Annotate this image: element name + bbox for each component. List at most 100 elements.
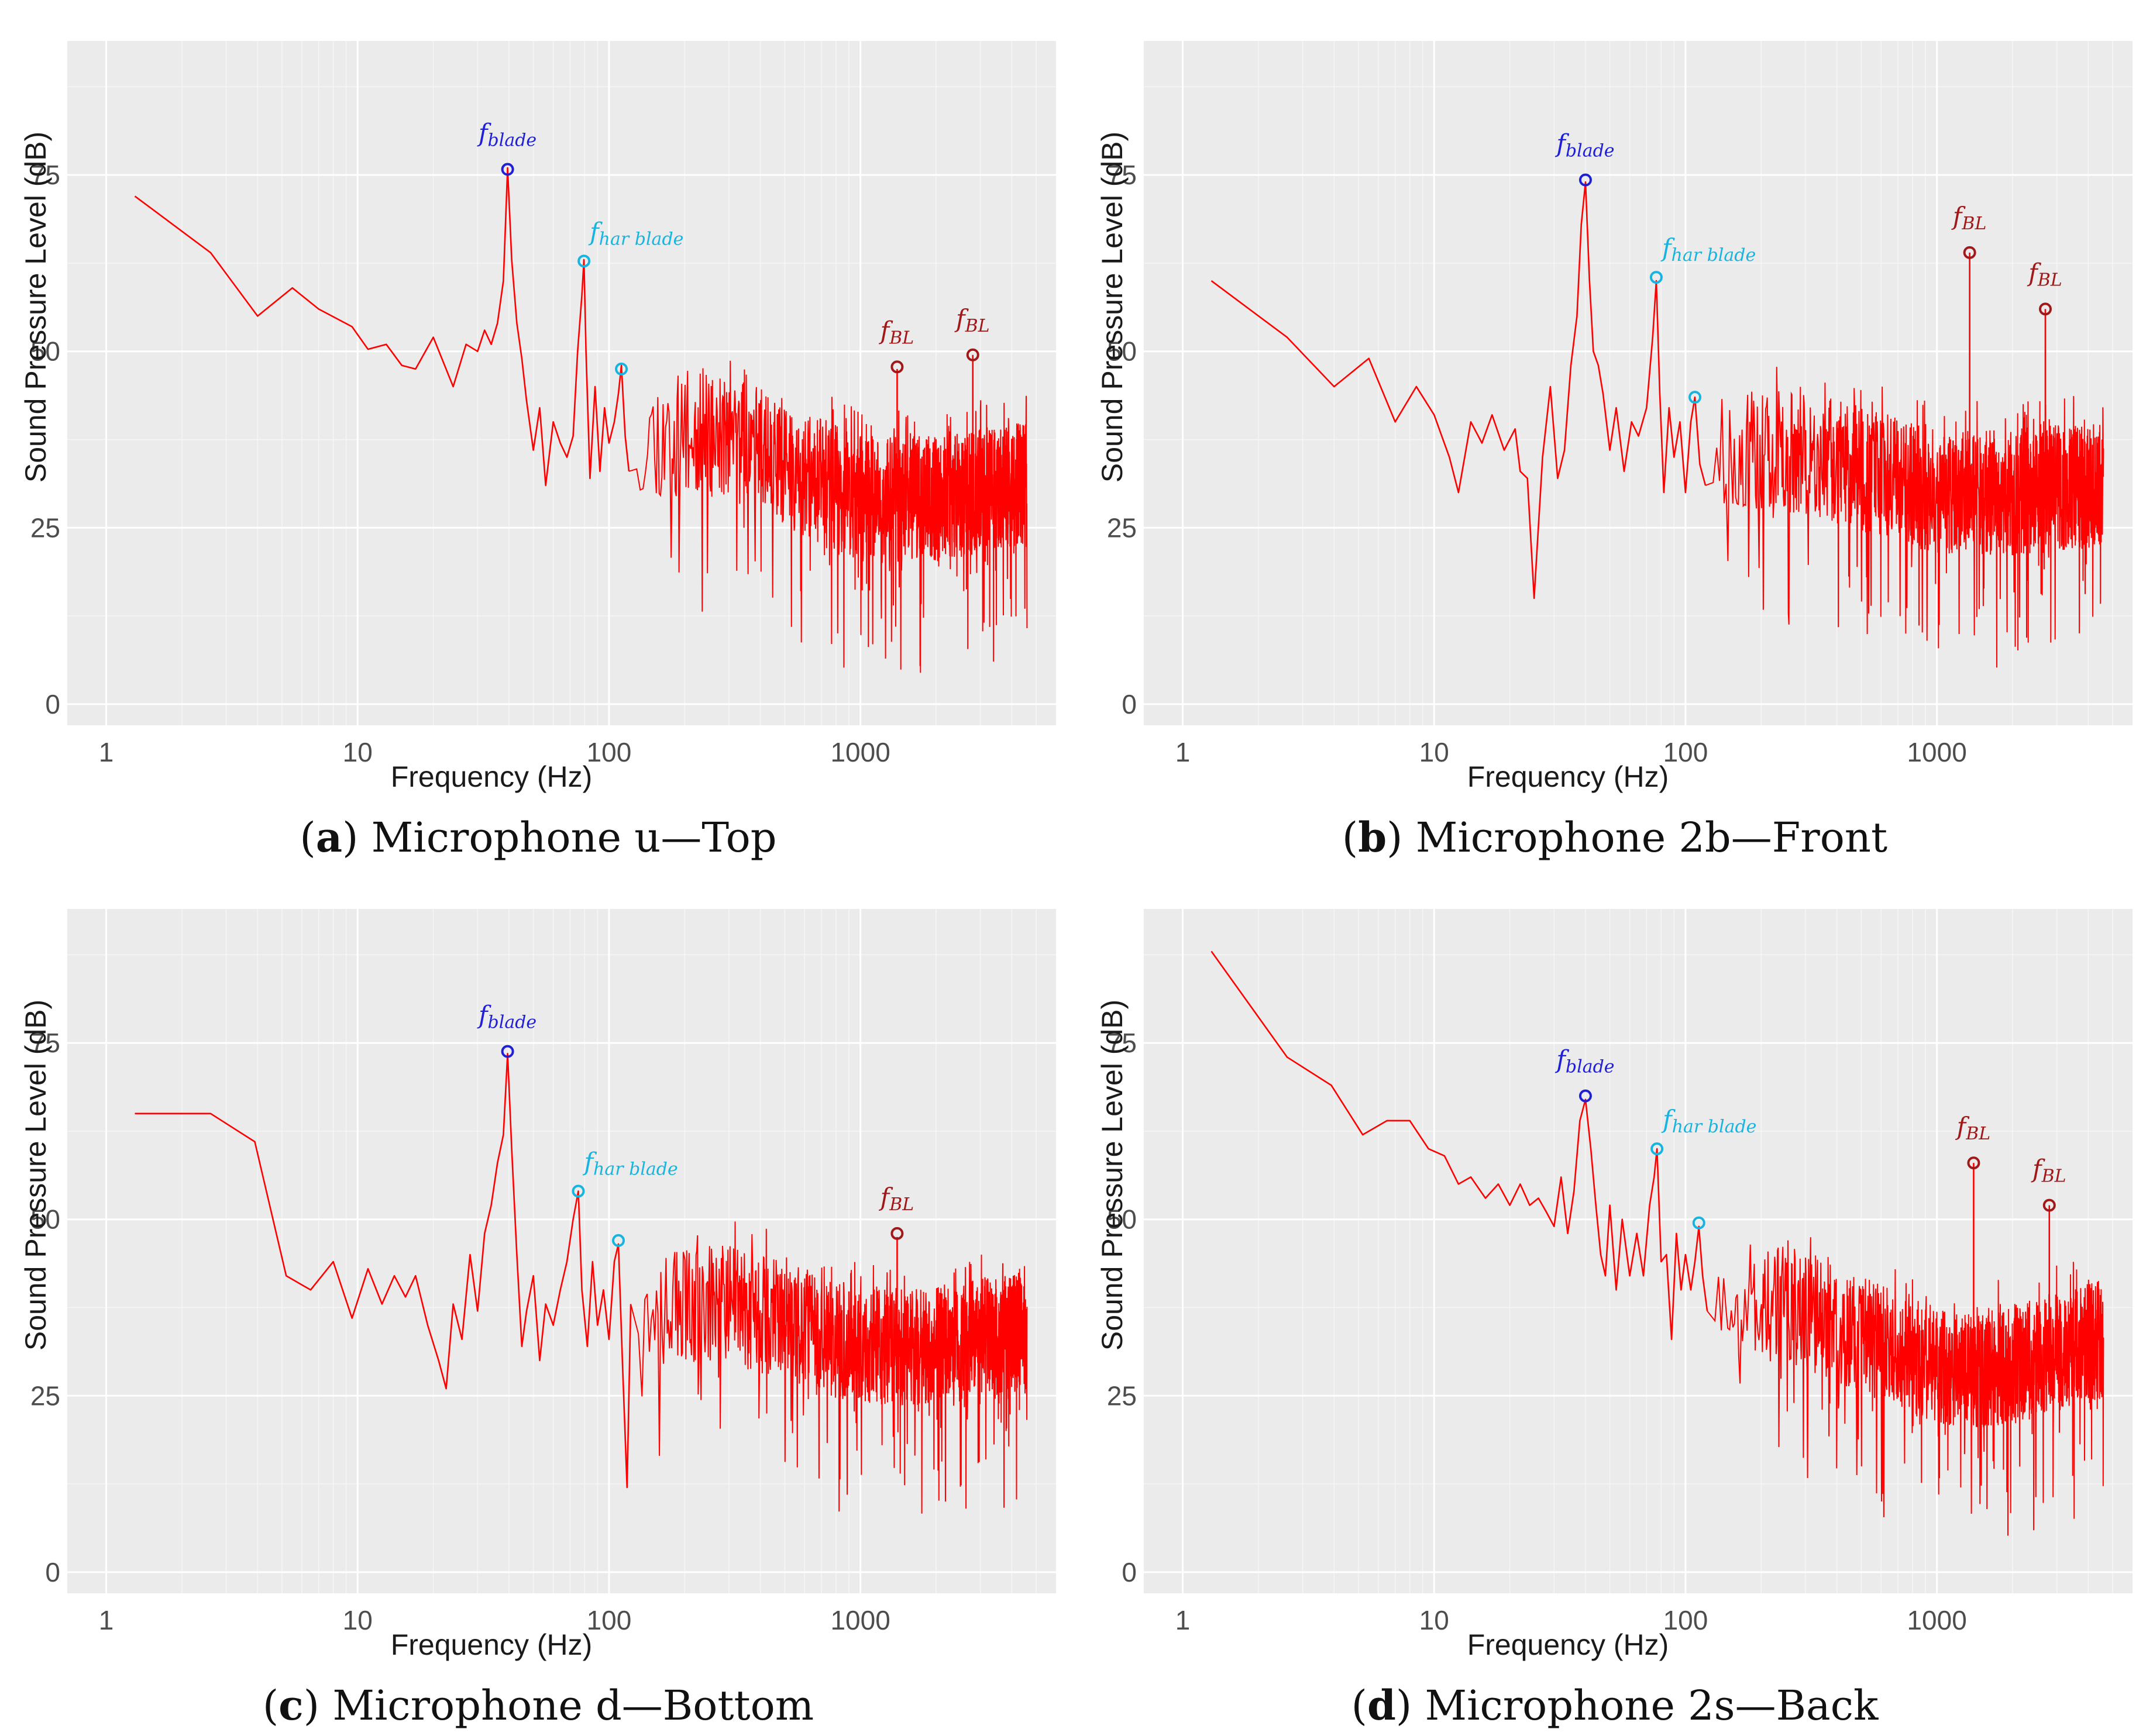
blade-peak-marker (1578, 173, 1592, 187)
harmonic-peak-marker (577, 254, 591, 268)
blade-peak-marker (501, 163, 514, 176)
caption-a: (a) Microphone u—Top (300, 813, 777, 862)
x-tick-label: 100 (587, 1605, 632, 1635)
bl-annotation: fBL (879, 1183, 914, 1215)
chart-panel-b: 1 10 100 1000 0 25 50 75 Frequency (Hz) Sound Pre… (1076, 0, 2153, 868)
blade-annotation: fblade (477, 1001, 536, 1033)
spectrum-line-low (135, 1052, 632, 1489)
x-tick-label: 1 (1175, 1605, 1191, 1635)
y-tick-label: 50 (30, 336, 60, 367)
blade-annotation: fblade (1554, 129, 1614, 161)
bl-peak-marker (1963, 246, 1976, 259)
caption-d: (d) Microphone 2s—Back (1351, 1681, 1879, 1730)
plot-background (1144, 909, 2133, 1593)
x-tick-label: 1 (1175, 737, 1191, 767)
chart-panel-c: 1 10 100 1000 0 25 50 75 Frequency (Hz) Sound Pre… (0, 868, 1076, 1736)
harmonic-peak-marker (1692, 1216, 1705, 1229)
annotation-subscript: har blade (1672, 1117, 1757, 1137)
y-tick-label: 0 (45, 1557, 60, 1587)
x-tick-label: 1000 (1907, 737, 1966, 767)
caption-c: (c) Microphone d—Bottom (262, 1681, 814, 1730)
bl-annotation: fBL (879, 316, 914, 348)
annotation-subscript: blade (488, 1012, 537, 1033)
spectrum-line-noise (630, 1221, 1028, 1514)
harmonic-peak-marker (1650, 1142, 1664, 1156)
spectrum-line-low (1210, 950, 1708, 1341)
spectrum-line-noise (628, 360, 1028, 673)
bl-peak-marker (2042, 1198, 2056, 1212)
blade-annotation: fblade (1554, 1045, 1614, 1077)
harmonic-annotation: fhar blade (582, 1147, 677, 1179)
plot-background (67, 41, 1056, 725)
major-gridlines (67, 909, 1056, 1593)
bl-peak-marker (890, 360, 904, 374)
blade-peak-marker (501, 1045, 514, 1058)
bl-annotation: fBL (1951, 202, 1987, 234)
chart-a: 1 10 100 1000 0 25 50 75 Frequency (Hz) Sound Pre… (19, 41, 1056, 793)
y-axis-title: Sound Pressure Level (dB) (1096, 132, 1129, 483)
annotation-subscript: har blade (1672, 245, 1756, 266)
annotation-subscript: blade (1566, 141, 1615, 161)
x-tick-label: 10 (343, 737, 373, 767)
spectrum-line-noise (1705, 367, 2104, 668)
y-tick-label: 25 (1107, 1380, 1137, 1411)
bl-peak-marker (890, 1227, 904, 1240)
harmonic-annotation: fhar blade (588, 217, 683, 249)
bl-peak-marker (1967, 1156, 1980, 1170)
bl-peak-marker (2038, 302, 2052, 316)
y-tick-label: 75 (30, 1028, 60, 1058)
y-tick-label: 0 (1122, 689, 1137, 719)
chart-d: 1 10 100 1000 0 25 50 75 Frequency (Hz) Sound Pre… (1096, 909, 2133, 1661)
annotation-subscript: har blade (593, 1159, 678, 1179)
y-axis-title: Sound Pressure Level (dB) (19, 132, 52, 483)
y-tick-label: 25 (30, 1380, 60, 1411)
annotation-subscript: BL (2037, 270, 2062, 290)
x-tick-label: 1 (99, 737, 114, 767)
chart-panel-a: 1 10 100 1000 0 25 50 75 Frequency (Hz) Sound Pre… (0, 0, 1076, 868)
annotation-subscript: blade (1566, 1057, 1615, 1077)
x-tick-label: 100 (1663, 1605, 1708, 1635)
y-axis-title: Sound Pressure Level (dB) (19, 1000, 52, 1351)
x-tick-label: 10 (1419, 1605, 1449, 1635)
harmonic-annotation: fhar blade (1660, 233, 1756, 266)
x-tick-label: 1 (99, 1605, 114, 1635)
annotation-subscript: BL (889, 1194, 914, 1215)
annotation-subscript: BL (1965, 1124, 1990, 1144)
x-tick-label: 100 (1663, 737, 1708, 767)
y-tick-label: 50 (1107, 336, 1137, 367)
y-tick-label: 50 (30, 1204, 60, 1235)
spectrum-line-low (1210, 181, 1707, 600)
y-tick-label: 75 (1107, 160, 1137, 190)
x-tick-label: 1000 (830, 737, 890, 767)
y-tick-label: 50 (1107, 1204, 1137, 1235)
bl-annotation: fBL (1955, 1112, 1991, 1144)
x-axis-title: Frequency (Hz) (1467, 1628, 1669, 1661)
y-tick-label: 0 (45, 689, 60, 719)
harmonic-annotation: fhar blade (1661, 1105, 1756, 1137)
minor-gridlines (1144, 41, 2133, 725)
harmonic-peak-marker (1688, 391, 1702, 404)
blade-peak-marker (1578, 1089, 1592, 1103)
x-tick-label: 1000 (1907, 1605, 1966, 1635)
y-tick-label: 25 (30, 512, 60, 543)
x-tick-label: 10 (1419, 737, 1449, 767)
chart-panel-d: 1 10 100 1000 0 25 50 75 Frequency (Hz) Sound Pre… (1076, 868, 2153, 1736)
annotation-subscript: BL (889, 328, 914, 348)
x-tick-label: 10 (343, 1605, 373, 1635)
y-tick-label: 75 (30, 160, 60, 190)
harmonic-peak-marker (615, 362, 628, 376)
plot-background (1144, 41, 2133, 725)
annotation-subscript: BL (2041, 1166, 2066, 1187)
annotation-subscript: har blade (599, 229, 684, 249)
x-tick-label: 100 (587, 737, 632, 767)
x-axis-title: Frequency (Hz) (391, 1628, 593, 1661)
y-axis-title: Sound Pressure Level (dB) (1096, 1000, 1129, 1351)
x-tick-label: 1000 (830, 1605, 890, 1635)
y-tick-label: 25 (1107, 512, 1137, 543)
caption-b: (b) Microphone 2b—Front (1342, 813, 1888, 862)
plot-background (67, 909, 1056, 1593)
spectrum-line-noise (1707, 1237, 2104, 1536)
annotation-subscript: BL (965, 316, 990, 336)
annotation-subscript: blade (488, 130, 537, 151)
annotation-subscript: BL (1961, 213, 1986, 234)
